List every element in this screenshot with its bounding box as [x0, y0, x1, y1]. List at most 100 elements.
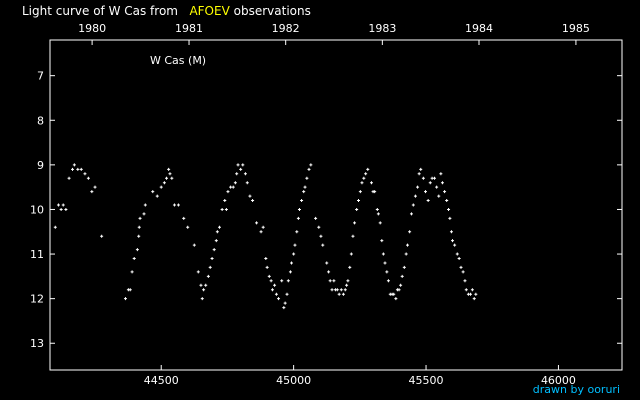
data-point	[220, 207, 224, 211]
data-point	[392, 292, 396, 296]
data-point	[270, 288, 274, 292]
data-point	[343, 288, 347, 292]
data-point	[100, 234, 104, 238]
data-point	[474, 292, 478, 296]
data-point	[400, 274, 404, 278]
data-point	[443, 190, 447, 194]
data-point	[337, 292, 341, 296]
data-point	[472, 297, 476, 301]
data-point	[435, 185, 439, 189]
data-point	[282, 306, 286, 310]
year-tick-label: 1984	[465, 22, 493, 35]
data-point	[440, 181, 444, 185]
title-prefix: Light curve of W Cas from	[22, 4, 178, 18]
year-tick-label: 1982	[272, 22, 300, 35]
data-point	[296, 216, 300, 220]
data-point	[380, 239, 384, 243]
y-tick-label: 7	[37, 70, 44, 83]
data-point	[212, 248, 216, 252]
x-tick-label: 44500	[144, 374, 179, 387]
x-tick-label: 46000	[541, 374, 576, 387]
data-point	[159, 185, 163, 189]
data-point	[399, 283, 403, 287]
data-point	[72, 163, 76, 167]
data-point	[411, 203, 415, 207]
data-point	[239, 167, 243, 171]
plot-frame	[49, 39, 623, 371]
data-point	[349, 252, 353, 256]
data-point	[419, 167, 423, 171]
plot-border	[49, 39, 623, 371]
data-point	[433, 176, 437, 180]
data-point	[364, 172, 368, 176]
data-point	[300, 199, 304, 203]
data-point	[93, 185, 97, 189]
data-point	[303, 185, 307, 189]
data-point	[416, 185, 420, 189]
data-point	[288, 270, 292, 274]
data-point	[378, 221, 382, 225]
data-point	[345, 283, 349, 287]
chart-title: Light curve of W Cas from AFOEV observat…	[22, 4, 311, 18]
data-point	[200, 297, 204, 301]
x-tick-label: 45500	[409, 374, 444, 387]
data-point	[455, 252, 459, 256]
data-point	[261, 225, 265, 229]
data-point	[464, 288, 468, 292]
data-point	[457, 257, 461, 261]
data-point	[130, 270, 134, 274]
data-point	[245, 181, 249, 185]
year-tick-label: 1980	[78, 22, 106, 35]
data-point	[229, 185, 233, 189]
data-point	[186, 225, 190, 229]
data-point	[448, 216, 452, 220]
data-point	[332, 279, 336, 283]
y-tick-label: 13	[30, 337, 44, 350]
data-point	[137, 234, 141, 238]
credit-text: drawn by ooruri	[532, 383, 620, 396]
data-point	[137, 225, 141, 229]
data-point	[132, 257, 136, 261]
data-point	[208, 265, 212, 269]
data-point	[417, 172, 421, 176]
data-point	[321, 243, 325, 247]
data-point	[408, 230, 412, 234]
data-point	[437, 194, 441, 198]
data-point	[463, 279, 467, 283]
data-point	[233, 181, 237, 185]
x-axis: 44500 45000 45500 46000	[144, 365, 576, 387]
data-point	[325, 261, 329, 265]
data-point	[214, 239, 218, 243]
data-point	[143, 203, 147, 207]
data-point	[56, 203, 60, 207]
data-point	[165, 176, 169, 180]
year-axis: 1980 1981 1982 1983 1984 1985	[78, 22, 590, 45]
data-point	[314, 216, 318, 220]
data-point	[217, 225, 221, 229]
data-point	[376, 212, 380, 216]
data-point	[353, 221, 357, 225]
data-point	[226, 190, 230, 194]
data-point	[381, 252, 385, 256]
data-point	[135, 248, 139, 252]
data-point	[341, 292, 345, 296]
data-point	[204, 283, 208, 287]
data-point	[385, 270, 389, 274]
data-point	[293, 243, 297, 247]
data-point	[373, 190, 377, 194]
data-point	[406, 243, 409, 247]
data-point	[202, 288, 206, 292]
data-point	[53, 225, 57, 229]
data-point	[366, 167, 370, 171]
data-point	[360, 181, 364, 185]
data-point	[199, 283, 203, 287]
data-point	[404, 252, 408, 256]
data-point	[273, 283, 277, 287]
data-points	[53, 163, 478, 310]
data-point	[409, 212, 413, 216]
data-point	[138, 216, 142, 220]
data-point	[285, 292, 289, 296]
data-point	[421, 176, 425, 180]
data-point	[236, 163, 240, 167]
